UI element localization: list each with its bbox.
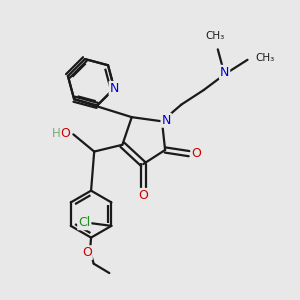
Text: Cl: Cl (78, 216, 90, 229)
Text: O: O (138, 189, 148, 202)
Text: O: O (82, 246, 92, 259)
Text: O: O (60, 127, 70, 140)
Text: N: N (161, 114, 171, 127)
Text: N: N (110, 82, 119, 95)
Text: N: N (220, 66, 229, 79)
Text: CH₃: CH₃ (256, 53, 275, 63)
Text: H: H (52, 127, 61, 140)
Text: O: O (191, 147, 201, 160)
Text: CH₃: CH₃ (206, 31, 225, 41)
